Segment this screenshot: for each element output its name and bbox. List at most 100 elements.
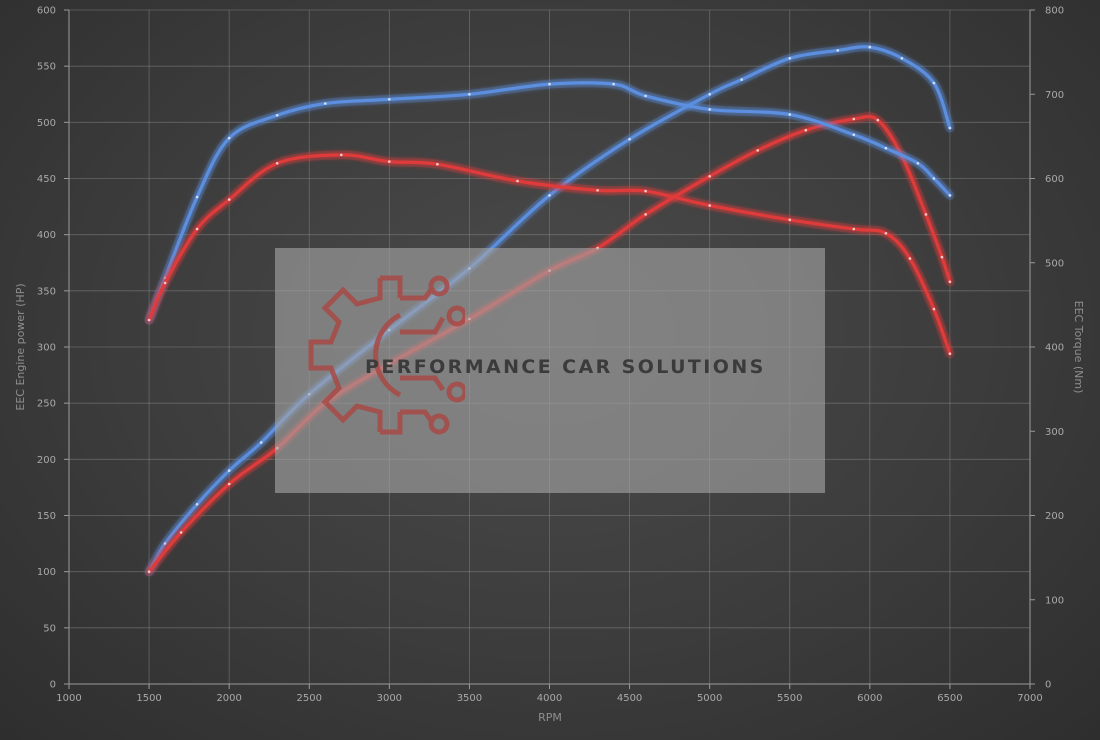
data-point <box>852 117 856 121</box>
y-axis-right-title: EEC Torque (Nm) <box>1072 301 1085 394</box>
data-point <box>924 213 928 216</box>
data-point <box>227 198 231 201</box>
y-right-tick-label: 0 <box>1045 680 1051 691</box>
data-point <box>516 179 519 183</box>
data-point <box>708 93 711 96</box>
data-point <box>708 204 711 207</box>
data-point <box>275 114 279 117</box>
data-point <box>596 189 599 192</box>
data-point <box>884 146 888 150</box>
data-point <box>908 257 912 260</box>
data-point <box>756 149 759 152</box>
data-point <box>708 108 711 111</box>
y-right-tick-label: 500 <box>1045 258 1064 269</box>
data-point <box>852 227 856 231</box>
x-tick-label: 2500 <box>297 693 322 704</box>
data-point <box>948 126 952 130</box>
data-point <box>788 113 792 116</box>
data-point <box>388 160 391 163</box>
data-point <box>147 318 151 322</box>
data-point <box>916 162 920 165</box>
data-point <box>948 280 952 284</box>
y-left-tick-label: 50 <box>43 623 56 634</box>
y-left-tick-label: 250 <box>37 399 56 410</box>
data-point <box>195 195 199 199</box>
data-point <box>275 162 279 165</box>
data-point <box>900 57 904 60</box>
data-point <box>147 570 151 573</box>
data-point <box>612 82 615 86</box>
y-right-tick-label: 100 <box>1045 595 1064 606</box>
y-left-tick-label: 150 <box>37 511 56 522</box>
y-right-tick-label: 200 <box>1045 511 1064 522</box>
x-tick-label: 1500 <box>136 693 161 704</box>
data-point <box>884 232 888 235</box>
y-axis-left-title: EEC Engine power (HP) <box>14 283 27 410</box>
data-point <box>836 49 840 52</box>
gear-logo-icon <box>308 275 465 435</box>
data-point <box>436 162 439 166</box>
x-tick-label: 5500 <box>777 693 802 704</box>
x-tick-label: 3500 <box>457 693 482 704</box>
data-point <box>388 98 391 101</box>
x-tick-label: 2000 <box>216 693 241 704</box>
series-3-right <box>144 150 955 359</box>
series-0-left <box>144 42 955 577</box>
data-point <box>948 194 952 197</box>
y-right-tick-label: 400 <box>1045 343 1064 354</box>
data-point <box>788 57 792 60</box>
watermark-panel: PERFORMANCE CAR SOLUTIONS <box>275 248 825 493</box>
data-point <box>876 118 880 122</box>
y-left-tick-label: 600 <box>37 6 56 17</box>
y-right-tick-label: 800 <box>1045 6 1064 17</box>
x-tick-label: 4000 <box>537 693 562 704</box>
data-point <box>740 78 743 81</box>
watermark-text: PERFORMANCE CAR SOLUTIONS <box>365 356 766 378</box>
x-tick-label: 7000 <box>1017 693 1042 704</box>
y-left-tick-label: 450 <box>37 174 56 185</box>
data-point <box>195 503 199 506</box>
y-left-tick-label: 0 <box>50 680 56 691</box>
data-point <box>259 441 263 444</box>
data-point <box>868 45 872 49</box>
data-point <box>948 352 952 356</box>
y-left-tick-label: 550 <box>37 62 56 73</box>
x-tick-label: 6000 <box>857 693 882 704</box>
data-point <box>195 227 199 231</box>
y-right-tick-label: 600 <box>1045 174 1064 185</box>
data-point <box>324 102 327 105</box>
data-point <box>644 189 647 193</box>
data-point <box>932 177 936 180</box>
data-point <box>163 281 167 285</box>
data-point <box>227 482 231 486</box>
data-point <box>628 137 631 141</box>
data-point <box>548 82 551 86</box>
data-point <box>340 153 343 157</box>
data-point <box>644 213 647 216</box>
data-point <box>644 94 647 98</box>
y-left-tick-label: 200 <box>37 455 56 466</box>
x-tick-label: 6500 <box>937 693 962 704</box>
axes: 1000 1500 2000 2500 3000 3500 4000 4500 5000 5500… <box>37 6 1064 705</box>
data-point <box>163 542 167 545</box>
y-left-tick-label: 100 <box>37 567 56 578</box>
x-tick-label: 1000 <box>56 693 81 704</box>
x-tick-label: 4500 <box>617 693 642 704</box>
x-axis-title: RPM <box>538 711 562 724</box>
data-point <box>548 194 551 197</box>
y-left-tick-label: 300 <box>37 343 56 354</box>
x-tick-label: 3000 <box>377 693 402 704</box>
y-right-tick-label: 700 <box>1045 90 1064 101</box>
data-point <box>468 93 471 96</box>
y-right-tick-label: 300 <box>1045 427 1064 438</box>
data-point <box>852 133 856 136</box>
data-point <box>708 175 711 178</box>
data-point <box>940 255 944 259</box>
data-point <box>227 469 231 472</box>
data-point <box>179 531 183 534</box>
data-point <box>804 128 808 132</box>
data-point <box>932 307 936 311</box>
x-tick-label: 5000 <box>697 693 722 704</box>
